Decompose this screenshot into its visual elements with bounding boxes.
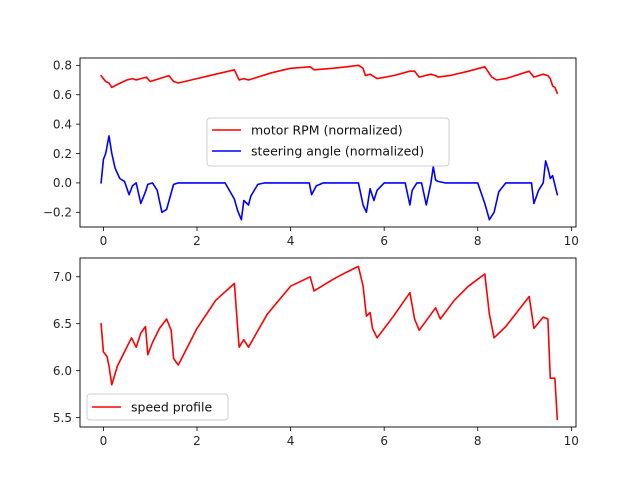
top-x-tick-label: 0: [100, 234, 108, 248]
top-plot: 0 2 4 6 8 10 −0.2 0.0 0.2 0.4 0.6 0.8 motor RPM (no…: [43, 57, 579, 248]
legend-label-motor-rpm: motor RPM (normalized): [251, 123, 403, 138]
top-y-tick-label: −0.2: [43, 206, 72, 220]
legend-label-steering-angle: steering angle (normalized): [251, 144, 424, 159]
top-series-lines: [100, 64, 559, 221]
series-line-motor-rpm-normalized: [100, 64, 559, 95]
bottom-x-tick-label: 8: [474, 434, 482, 448]
bottom-y-tick-label: 7.0: [53, 270, 72, 284]
bottom-x-tick-label: 4: [287, 434, 295, 448]
bottom-legend-box: [86, 393, 229, 421]
top-x-tick-label: 10: [564, 234, 579, 248]
top-y-tick-label: 0.8: [53, 59, 72, 73]
bottom-x-tick-label: 6: [380, 434, 388, 448]
bottom-y-tick-label: 6.0: [53, 364, 72, 378]
bottom-series-lines: [100, 265, 559, 421]
bottom-y-tick-label: 6.5: [53, 317, 72, 331]
top-axis-ticks: 0 2 4 6 8 10 −0.2 0.0 0.2 0.4 0.6 0.8: [43, 59, 579, 248]
top-x-tick-label: 4: [287, 234, 295, 248]
bottom-y-tick-label: 5.5: [53, 411, 72, 425]
bottom-legend: speed profile: [86, 393, 229, 421]
series-line-steering-angle-normalized: [100, 135, 559, 221]
bottom-axis-ticks: 0 2 4 6 8 10 5.5 6.0 6.5 7.0: [53, 270, 579, 448]
top-y-tick-label: 0.6: [53, 88, 72, 102]
top-x-tick-label: 2: [193, 234, 201, 248]
series-line-speed-profile: [100, 265, 559, 421]
top-legend-box: [206, 117, 450, 167]
bottom-x-tick-label: 2: [193, 434, 201, 448]
top-y-tick-label: 0.2: [53, 147, 72, 161]
bottom-x-tick-label: 10: [564, 434, 579, 448]
top-legend: motor RPM (normalized) steering angle (n…: [206, 117, 450, 167]
top-y-tick-label: 0.0: [53, 176, 72, 190]
top-x-tick-label: 8: [474, 234, 482, 248]
top-x-tick-label: 6: [380, 234, 388, 248]
bottom-x-tick-label: 0: [100, 434, 108, 448]
bottom-plot: 0 2 4 6 8 10 5.5 6.0 6.5 7.0 speed profile: [53, 257, 579, 448]
legend-label-speed-profile: speed profile: [131, 400, 213, 415]
top-y-tick-label: 0.4: [53, 117, 72, 131]
